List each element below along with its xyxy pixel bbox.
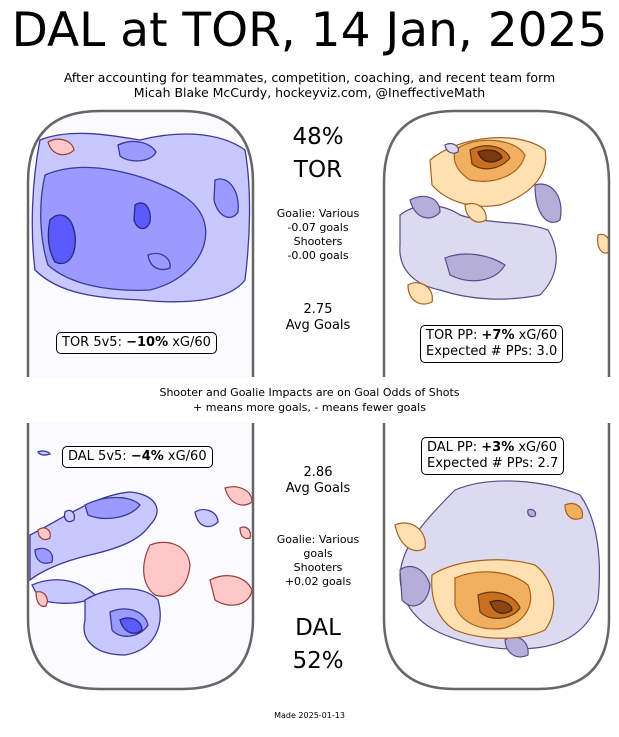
home-shooters-goals: -0.00 goals: [287, 249, 349, 262]
impact-note-line-2: + means more goals, - means fewer goals: [193, 401, 426, 414]
away-team-name: DAL: [295, 615, 341, 641]
away-goalie-goals: goals: [303, 547, 333, 560]
tor-pp-expected: Expected # PPs: 3.0: [426, 344, 558, 359]
tor-5v5-heatmap: [28, 111, 253, 377]
dal-5v5-suffix: xG/60: [163, 449, 207, 464]
home-shooters-label: Shooters: [293, 235, 343, 248]
rink-outline-tr: [382, 109, 611, 377]
dal-pp-expected: Expected # PPs: 2.7: [427, 456, 559, 471]
dal-5v5-value: −4%: [130, 449, 164, 464]
rink-outline-bl: [26, 423, 255, 691]
away-goalie-line: Goalie: Various: [276, 533, 360, 546]
made-date: Made 2025-01-13: [274, 711, 345, 720]
subtitle-line-1: After accounting for teammates, competit…: [63, 70, 556, 85]
tor-pp-value: +7%: [481, 328, 515, 343]
tor-5v5-label: TOR 5v5: −10% xG/60: [56, 332, 217, 354]
tor-pp-label: TOR PP: +7% xG/60 Expected # PPs: 3.0: [420, 325, 564, 363]
away-avg-goals: 2.86 Avg Goals: [262, 465, 374, 497]
impact-note-line-1: Shooter and Goalie Impacts are on Goal O…: [159, 386, 460, 399]
subtitle-line-2: Micah Blake McCurdy, hockeyviz.com, @Ine…: [133, 85, 486, 100]
page-title: DAL at TOR, 14 Jan, 2025: [11, 3, 608, 58]
tor-pp-suffix: xG/60: [514, 328, 558, 343]
home-impacts: Goalie: Various -0.07 goals Shooters -0.…: [262, 207, 374, 263]
away-avg-goals-value: 2.86: [303, 465, 333, 480]
tor-5v5-value: −10%: [126, 335, 169, 350]
home-goalie-goals: -0.07 goals: [287, 221, 349, 234]
home-goalie-line: Goalie: Various: [276, 207, 360, 220]
dal-pp-heatmap: [384, 423, 609, 689]
away-shooters-label: Shooters: [293, 561, 343, 574]
away-avg-goals-label: Avg Goals: [285, 481, 351, 496]
dal-5v5-prefix: DAL 5v5:: [68, 449, 131, 464]
tor-5v5-suffix: xG/60: [168, 335, 211, 350]
dal-pp-value: +3%: [481, 440, 515, 455]
dal-5v5-label: DAL 5v5: −4% xG/60: [62, 446, 213, 468]
away-shooters-goals: +0.02 goals: [284, 575, 352, 588]
tor-5v5-prefix: TOR 5v5:: [62, 335, 127, 350]
dal-pp-label: DAL PP: +3% xG/60 Expected # PPs: 2.7: [421, 437, 565, 475]
home-win-pct: 48%: [292, 124, 344, 150]
away-win-pct: 52%: [292, 648, 344, 674]
home-team-name: TOR: [293, 157, 343, 183]
impact-note: Shooter and Goalie Impacts are on Goal O…: [0, 385, 619, 415]
home-avg-goals-label: Avg Goals: [285, 318, 351, 333]
away-impacts: Goalie: Various goals Shooters +0.02 goa…: [262, 533, 374, 589]
rink-outline-br: [382, 423, 611, 691]
home-avg-goals-value: 2.75: [303, 302, 333, 317]
rink-outline-tl: [26, 109, 255, 377]
tor-pp-prefix: TOR PP:: [426, 328, 482, 343]
home-avg-goals: 2.75 Avg Goals: [262, 302, 374, 334]
dal-pp-suffix: xG/60: [514, 440, 558, 455]
subtitle: After accounting for teammates, competit…: [0, 70, 619, 100]
dal-pp-prefix: DAL PP:: [427, 440, 482, 455]
